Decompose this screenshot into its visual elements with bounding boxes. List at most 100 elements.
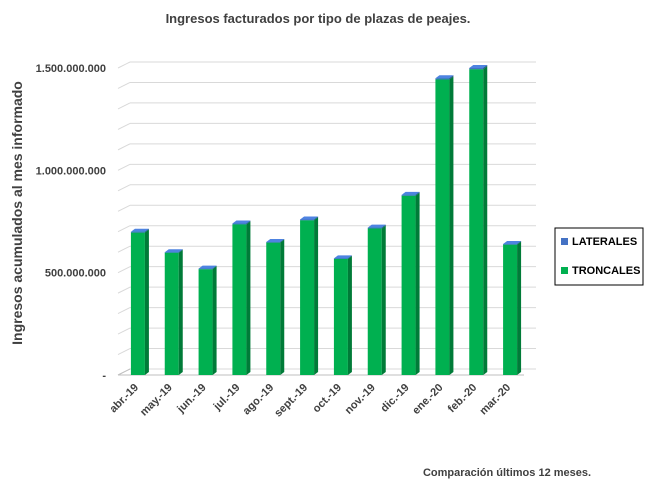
bar-troncales-dic.-19 <box>401 192 420 375</box>
bar-side <box>144 228 149 233</box>
bar-troncales-jul.-19 <box>232 221 251 375</box>
bar-top <box>232 220 251 224</box>
gridline-diag <box>117 143 131 151</box>
x-tick-label: feb.-20 <box>446 382 480 416</box>
bar-laterales-nov.-19 <box>367 224 386 229</box>
gridline-diag <box>117 61 131 69</box>
gridline-diag <box>117 266 131 274</box>
x-tick-label: oct.-19 <box>310 382 344 416</box>
bar-top <box>300 216 319 220</box>
bar-front <box>333 258 348 375</box>
gridline-diag <box>117 122 131 130</box>
bar-front <box>469 68 484 70</box>
gridline-diag <box>117 327 131 335</box>
bar-front <box>232 223 247 225</box>
bar-troncales-oct.-19 <box>333 255 352 375</box>
bar-front <box>164 252 179 375</box>
bar-side <box>314 217 319 375</box>
bar-side <box>381 225 386 375</box>
bar-side <box>517 241 522 245</box>
bar-front <box>198 269 213 375</box>
bar-front <box>401 195 416 375</box>
bar-front <box>503 244 518 375</box>
bar-front <box>469 69 484 375</box>
bar-side <box>280 239 285 375</box>
legend-label-laterales: LATERALES <box>572 236 637 248</box>
bar-troncales-sept.-19 <box>300 217 319 375</box>
bar-troncales-nov.-19 <box>367 225 386 375</box>
bar-front <box>232 224 247 375</box>
legend-swatch-laterales <box>561 238 568 245</box>
chart-title: Ingresos facturados por tipo de plazas d… <box>166 11 471 26</box>
bar-side <box>415 192 420 375</box>
bar-side <box>415 191 420 196</box>
bar-front <box>300 219 315 221</box>
x-tick-label: may.-19 <box>138 382 175 419</box>
bar-troncales-ene.-20 <box>435 76 454 375</box>
x-tick-label: sept.-19 <box>272 382 310 420</box>
bar-top <box>333 255 352 259</box>
bar-top <box>130 228 149 232</box>
bar-troncales-jun.-19 <box>198 266 217 375</box>
bar-side <box>314 216 319 221</box>
gridline-diag <box>117 184 131 192</box>
gridline-diag <box>117 286 131 294</box>
bar-front <box>367 227 382 229</box>
bar-top <box>503 241 522 245</box>
bar-front <box>266 242 281 375</box>
y-tick-label: 1.000.000.000 <box>36 165 106 177</box>
bar-side <box>178 249 183 253</box>
bar-laterales-ene.-20 <box>435 75 454 80</box>
bar-laterales-jul.-19 <box>232 220 251 225</box>
legend: LATERALES TRONCALES <box>554 227 644 286</box>
gridline-diag <box>117 245 131 253</box>
bar-side <box>347 255 352 259</box>
x-tick-label: ene.-20 <box>410 382 445 417</box>
bar-side <box>246 220 251 225</box>
gridline-diag <box>117 82 131 89</box>
bar-front <box>367 228 382 375</box>
gridline-diag <box>117 204 131 212</box>
x-tick-label: dic.-19 <box>379 382 412 415</box>
bar-laterales-sept.-19 <box>300 216 319 221</box>
bar-front <box>503 244 518 245</box>
x-tick-label: ago.-19 <box>241 382 277 418</box>
bar-front <box>198 268 213 270</box>
bar-front <box>435 79 450 375</box>
bar-top <box>435 75 454 79</box>
bar-laterales-ago.-19 <box>266 238 285 243</box>
bar-side <box>517 241 522 375</box>
bar-side <box>212 266 217 375</box>
bar-top <box>198 265 217 269</box>
y-axis-ticks: - 500.000.000 1.000.000.000 1.500.000.000 <box>36 63 107 382</box>
legend-swatch-troncales <box>561 267 568 274</box>
bar-laterales-feb.-20 <box>469 65 488 70</box>
bar-front <box>333 258 348 259</box>
legend-box <box>554 227 644 286</box>
y-tick-label: 500.000.000 <box>45 268 106 280</box>
gridline-diag <box>117 225 131 233</box>
bar-laterales-mar.-20 <box>503 241 522 245</box>
y-tick-label: 1.500.000.000 <box>36 63 106 75</box>
bar-front <box>164 252 179 253</box>
y-axis-label: Ingresos acumulados al mes informado <box>9 81 25 345</box>
bar-troncales-abr.-19 <box>130 229 149 375</box>
bar-side <box>483 65 488 70</box>
bar-troncales-mar.-20 <box>503 241 522 375</box>
bar-front <box>300 220 315 375</box>
bar-side <box>449 76 454 375</box>
x-tick-label: abr.-19 <box>107 382 141 416</box>
grid <box>117 61 536 376</box>
footnote: Comparación últimos 12 meses. <box>423 467 591 479</box>
bar-front <box>266 241 281 243</box>
bar-side <box>246 221 251 375</box>
bar-troncales-feb.-20 <box>469 66 488 375</box>
bar-front <box>130 231 145 233</box>
legend-label-troncales: TRONCALES <box>572 265 640 277</box>
bar-top <box>401 191 420 195</box>
bar-top <box>164 249 183 253</box>
x-tick-label: mar.-20 <box>477 382 513 418</box>
bar-side <box>483 66 488 375</box>
bar-laterales-dic.-19 <box>401 191 420 196</box>
